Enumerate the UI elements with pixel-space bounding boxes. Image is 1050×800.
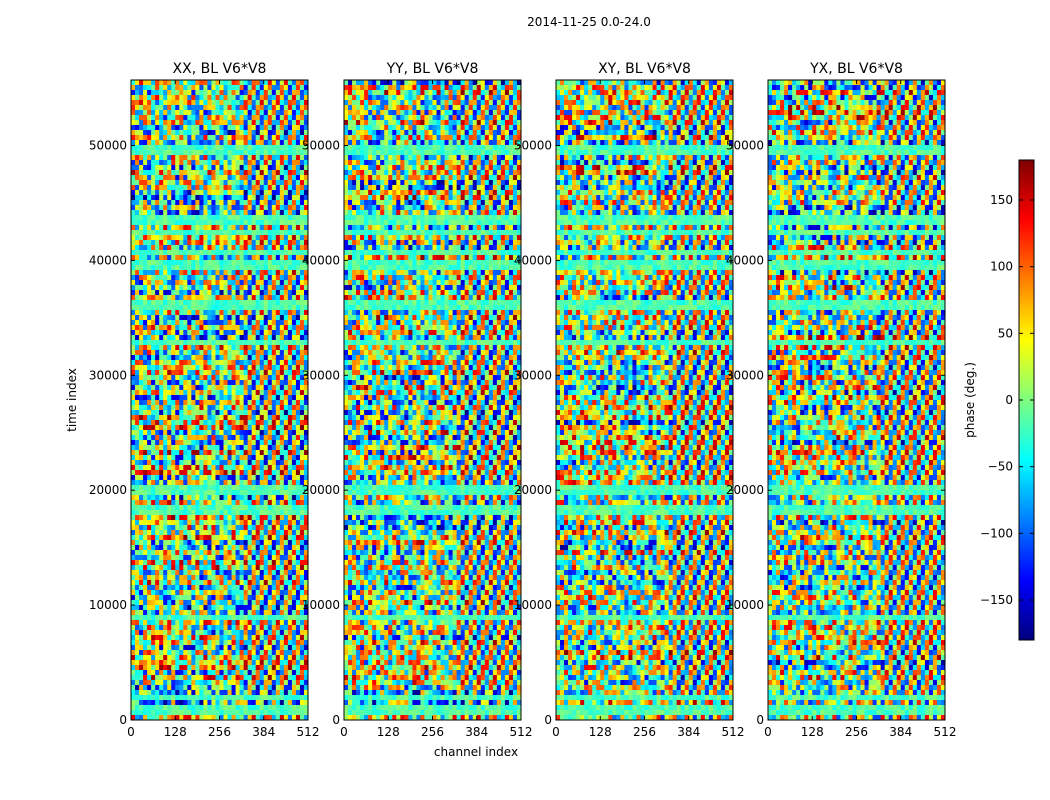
- colorbar-tick-label: 50: [998, 326, 1013, 340]
- x-tick-label: 512: [510, 725, 533, 739]
- figure-suptitle: 2014-11-25 0.0-24.0: [527, 15, 651, 29]
- x-tick-label: 256: [845, 725, 868, 739]
- x-tick-label: 128: [164, 725, 187, 739]
- x-tick-label: 512: [297, 725, 320, 739]
- x-tick-label: 256: [208, 725, 231, 739]
- x-tick-label: 512: [934, 725, 957, 739]
- x-tick-label: 256: [421, 725, 444, 739]
- panel-xy: XY, BL V6*V8 0 128 256 384 512 0 10000 20000 3000…: [514, 61, 745, 739]
- y-tick-label: 30000: [726, 368, 764, 382]
- panel-yy: YY, BL V6*V8 0 128 256 384 512 0 10000 20000 3000…: [302, 61, 533, 739]
- panel-yx: YX, BL V6*V8 0 128 256 384 512 0 10000 20000 3000…: [726, 61, 957, 739]
- x-tick-label: 256: [633, 725, 656, 739]
- panels: XX, BL V6*V8 0 128 256 384 512 0 10000 20000 3000…: [89, 61, 957, 739]
- y-tick-label: 50000: [302, 138, 340, 152]
- panel-xx: XX, BL V6*V8 0 128 256 384 512 0 10000 20000 3000…: [89, 61, 320, 739]
- panel-title: XX, BL V6*V8: [173, 61, 267, 77]
- phase-heatmap: [344, 80, 521, 720]
- y-tick-label: 30000: [302, 368, 340, 382]
- y-tick-label: 10000: [514, 598, 552, 612]
- panel-title: YX, BL V6*V8: [809, 61, 903, 77]
- y-tick-label: 20000: [89, 483, 127, 497]
- colorbar-tick-label: −100: [980, 526, 1013, 540]
- y-tick-label: 40000: [514, 253, 552, 267]
- colorbar-tick-label: −150: [980, 593, 1013, 607]
- x-tick-label: 0: [764, 725, 772, 739]
- y-tick-label: 30000: [89, 368, 127, 382]
- y-tick-label: 0: [332, 713, 340, 727]
- colorbar-tick-label: 100: [990, 260, 1013, 274]
- colorbar: 150 100 50 0 −50 −100 −150: [980, 159, 1035, 641]
- y-tick-label: 40000: [726, 253, 764, 267]
- y-tick-label: 50000: [89, 138, 127, 152]
- x-tick-label: 0: [127, 725, 135, 739]
- phase-heatmap: [768, 80, 945, 720]
- x-tick-label: 0: [552, 725, 560, 739]
- y-tick-label: 10000: [302, 598, 340, 612]
- y-tick-label: 20000: [726, 483, 764, 497]
- y-axis-label: time index: [65, 368, 79, 432]
- x-tick-label: 384: [252, 725, 275, 739]
- x-tick-label: 512: [722, 725, 745, 739]
- y-tick-label: 50000: [726, 138, 764, 152]
- panel-title: XY, BL V6*V8: [598, 61, 691, 77]
- colorbar-tick-label: 0: [1005, 393, 1013, 407]
- colorbar-tick-label: −50: [988, 460, 1013, 474]
- y-tick-label: 40000: [302, 253, 340, 267]
- phase-heatmap: [131, 80, 308, 720]
- x-tick-label: 128: [377, 725, 400, 739]
- x-tick-label: 384: [889, 725, 912, 739]
- x-tick-label: 384: [465, 725, 488, 739]
- colorbar-label: phase (deg.): [963, 362, 977, 438]
- y-tick-label: 0: [756, 713, 764, 727]
- colorbar-tick-label: 150: [990, 193, 1013, 207]
- x-tick-label: 128: [589, 725, 612, 739]
- phase-heatmap: [556, 80, 733, 720]
- y-tick-label: 0: [119, 713, 127, 727]
- y-tick-label: 0: [544, 713, 552, 727]
- y-tick-label: 20000: [514, 483, 552, 497]
- x-tick-label: 128: [801, 725, 824, 739]
- y-tick-label: 10000: [89, 598, 127, 612]
- y-tick-label: 40000: [89, 253, 127, 267]
- x-axis-label: channel index: [434, 745, 518, 759]
- y-tick-label: 50000: [514, 138, 552, 152]
- x-tick-label: 384: [677, 725, 700, 739]
- x-tick-label: 0: [340, 725, 348, 739]
- y-tick-label: 20000: [302, 483, 340, 497]
- y-tick-label: 30000: [514, 368, 552, 382]
- panel-title: YY, BL V6*V8: [386, 61, 479, 77]
- y-tick-label: 10000: [726, 598, 764, 612]
